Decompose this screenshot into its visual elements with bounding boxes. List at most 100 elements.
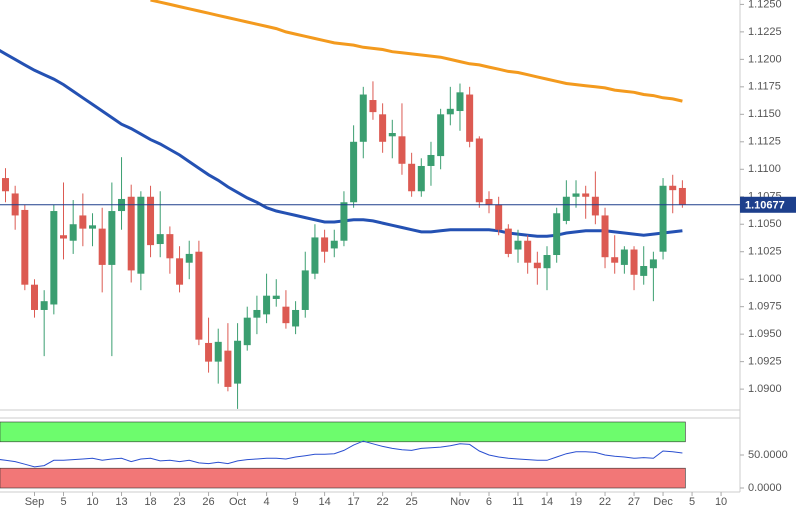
candle-body <box>659 185 667 252</box>
candle-body <box>620 249 628 265</box>
x-tick-label: 14 <box>318 496 330 508</box>
x-tick-label: 19 <box>570 496 582 508</box>
candle-body <box>630 249 638 275</box>
y-tick-label: 1.1150 <box>748 108 781 120</box>
candle-body <box>31 284 38 310</box>
candle-body <box>282 306 290 324</box>
x-tick-label: Nov <box>450 496 470 508</box>
candle-body <box>330 240 338 249</box>
candle-body <box>678 187 686 205</box>
candle-body <box>156 234 164 245</box>
candle-body <box>446 108 454 115</box>
indicator-band <box>0 421 686 443</box>
candle-body <box>176 258 184 285</box>
y-tick-label: 1.0950 <box>748 328 782 340</box>
candle-body <box>224 350 232 387</box>
candle-body <box>98 228 106 265</box>
x-tick-label: 6 <box>486 496 492 508</box>
candle-body <box>514 240 522 250</box>
x-tick-label: 25 <box>406 496 418 508</box>
candle-body <box>611 257 619 263</box>
candle-body <box>524 240 532 263</box>
y-tick-label: 1.1200 <box>748 53 782 65</box>
y-tick-label: 1.1000 <box>748 273 782 285</box>
y-tick-label: 1.1025 <box>748 246 782 258</box>
candle-body <box>243 317 251 346</box>
x-tick-label: Sep <box>25 496 45 508</box>
y-tick-label: 0.0000 <box>748 482 782 494</box>
y-tick-label: 1.1250 <box>748 0 782 10</box>
candle-body <box>292 309 300 327</box>
candle-body <box>350 141 358 203</box>
candle-body <box>311 237 319 274</box>
candle-body <box>69 224 77 241</box>
candle-body <box>591 196 599 216</box>
candle-body <box>60 235 68 239</box>
candle-body <box>272 295 280 299</box>
candle-body <box>398 136 406 164</box>
y-tick-label: 1.1175 <box>748 81 781 93</box>
x-tick-label: Oct <box>229 496 246 508</box>
x-tick-label: 23 <box>173 496 185 508</box>
y-tick-label: 1.0975 <box>748 301 782 313</box>
candle-body <box>185 253 193 263</box>
candle-body <box>543 255 551 269</box>
candle-body <box>640 266 648 276</box>
candle-body <box>127 196 135 271</box>
x-tick-label: 22 <box>376 496 388 508</box>
candle-body <box>50 211 58 305</box>
x-tick-label: 10 <box>86 496 98 508</box>
x-tick-label: 11 <box>512 496 523 508</box>
candle-body <box>495 204 503 230</box>
x-tick-label: 4 <box>264 496 270 508</box>
candle-body <box>1 178 9 192</box>
x-tick-label: 5 <box>60 496 66 508</box>
candle-body <box>79 215 87 229</box>
candle-body <box>427 154 435 166</box>
candle-body <box>379 114 387 142</box>
candle-body <box>369 100 377 113</box>
y-tick-label: 50.0000 <box>748 449 788 461</box>
candle-body <box>195 251 203 340</box>
candle-body <box>147 196 155 246</box>
indicator-band <box>0 467 686 489</box>
last-price-box <box>740 196 796 213</box>
moving-average <box>150 0 683 103</box>
candle-body <box>301 270 309 310</box>
candle-body <box>533 262 541 269</box>
x-tick-label: 22 <box>599 496 611 508</box>
candle-body <box>466 94 474 142</box>
candle-body <box>205 342 213 362</box>
x-tick-label: 18 <box>144 496 156 508</box>
candle-body <box>321 237 329 252</box>
x-tick-label: 27 <box>628 496 640 508</box>
x-tick-label: 10 <box>715 496 727 508</box>
indicator-plot <box>0 421 686 489</box>
x-tick-label: 17 <box>347 496 359 508</box>
candle-body <box>504 228 512 254</box>
last-price-label: 1.10677 <box>745 200 785 212</box>
y-tick-label: 1.1225 <box>748 26 782 38</box>
x-tick-label: 14 <box>541 496 553 508</box>
main-plot <box>0 0 740 409</box>
y-tick-label: 1.0925 <box>748 356 782 368</box>
x-tick-label: 26 <box>202 496 214 508</box>
candle-body <box>137 196 145 274</box>
y-tick-label: 1.1125 <box>748 136 781 148</box>
candle-body <box>89 225 97 229</box>
candle-body <box>669 185 677 191</box>
candle-body <box>40 301 48 310</box>
candle-body <box>572 193 580 197</box>
x-tick-label: 9 <box>293 496 299 508</box>
candle-body <box>582 193 590 197</box>
indicator-line <box>0 440 683 468</box>
x-tick-label: Dec <box>653 496 673 508</box>
candle-body <box>166 234 174 259</box>
candle-body <box>437 114 445 157</box>
candle-body <box>649 259 657 269</box>
candle-body <box>340 202 348 241</box>
candle-body <box>253 309 261 318</box>
candle-body <box>359 94 367 142</box>
candle-body <box>417 165 425 192</box>
candle-body <box>214 341 222 362</box>
